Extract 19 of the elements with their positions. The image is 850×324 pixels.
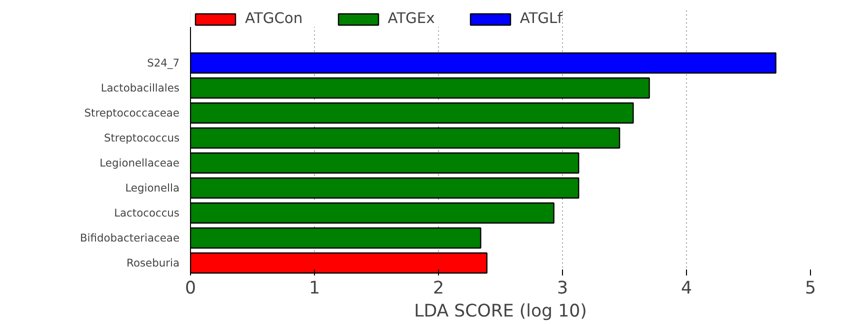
y-tick-label: Streptococcaceae xyxy=(84,106,180,120)
x-tick-label: 3 xyxy=(556,278,568,298)
legend-label: ATGCon xyxy=(245,10,303,27)
y-tick-label: Legionella xyxy=(125,182,180,194)
x-tick-label: 4 xyxy=(680,278,692,298)
x-tick-label: 1 xyxy=(308,278,320,298)
y-tick-label: Lactococcus xyxy=(114,206,180,220)
y-tick-label: Streptococcus xyxy=(104,132,180,144)
y-tick-label: Legionellaceae xyxy=(100,156,180,170)
x-tick-label: 5 xyxy=(804,278,816,298)
legend-label: ATGEx xyxy=(388,10,435,27)
y-tick-label: Roseburia xyxy=(126,256,180,270)
x-axis-title: LDA SCORE (log 10) xyxy=(414,302,587,322)
x-tick-label: 0 xyxy=(184,278,196,298)
legend-label: ATGLf xyxy=(520,10,562,27)
y-tick-label: Lactobacillales xyxy=(100,82,180,94)
x-tick-label: 2 xyxy=(432,278,444,298)
y-tick-label: S24_7 xyxy=(147,56,180,70)
y-tick-label: Bifidobacteriaceae xyxy=(80,232,180,244)
